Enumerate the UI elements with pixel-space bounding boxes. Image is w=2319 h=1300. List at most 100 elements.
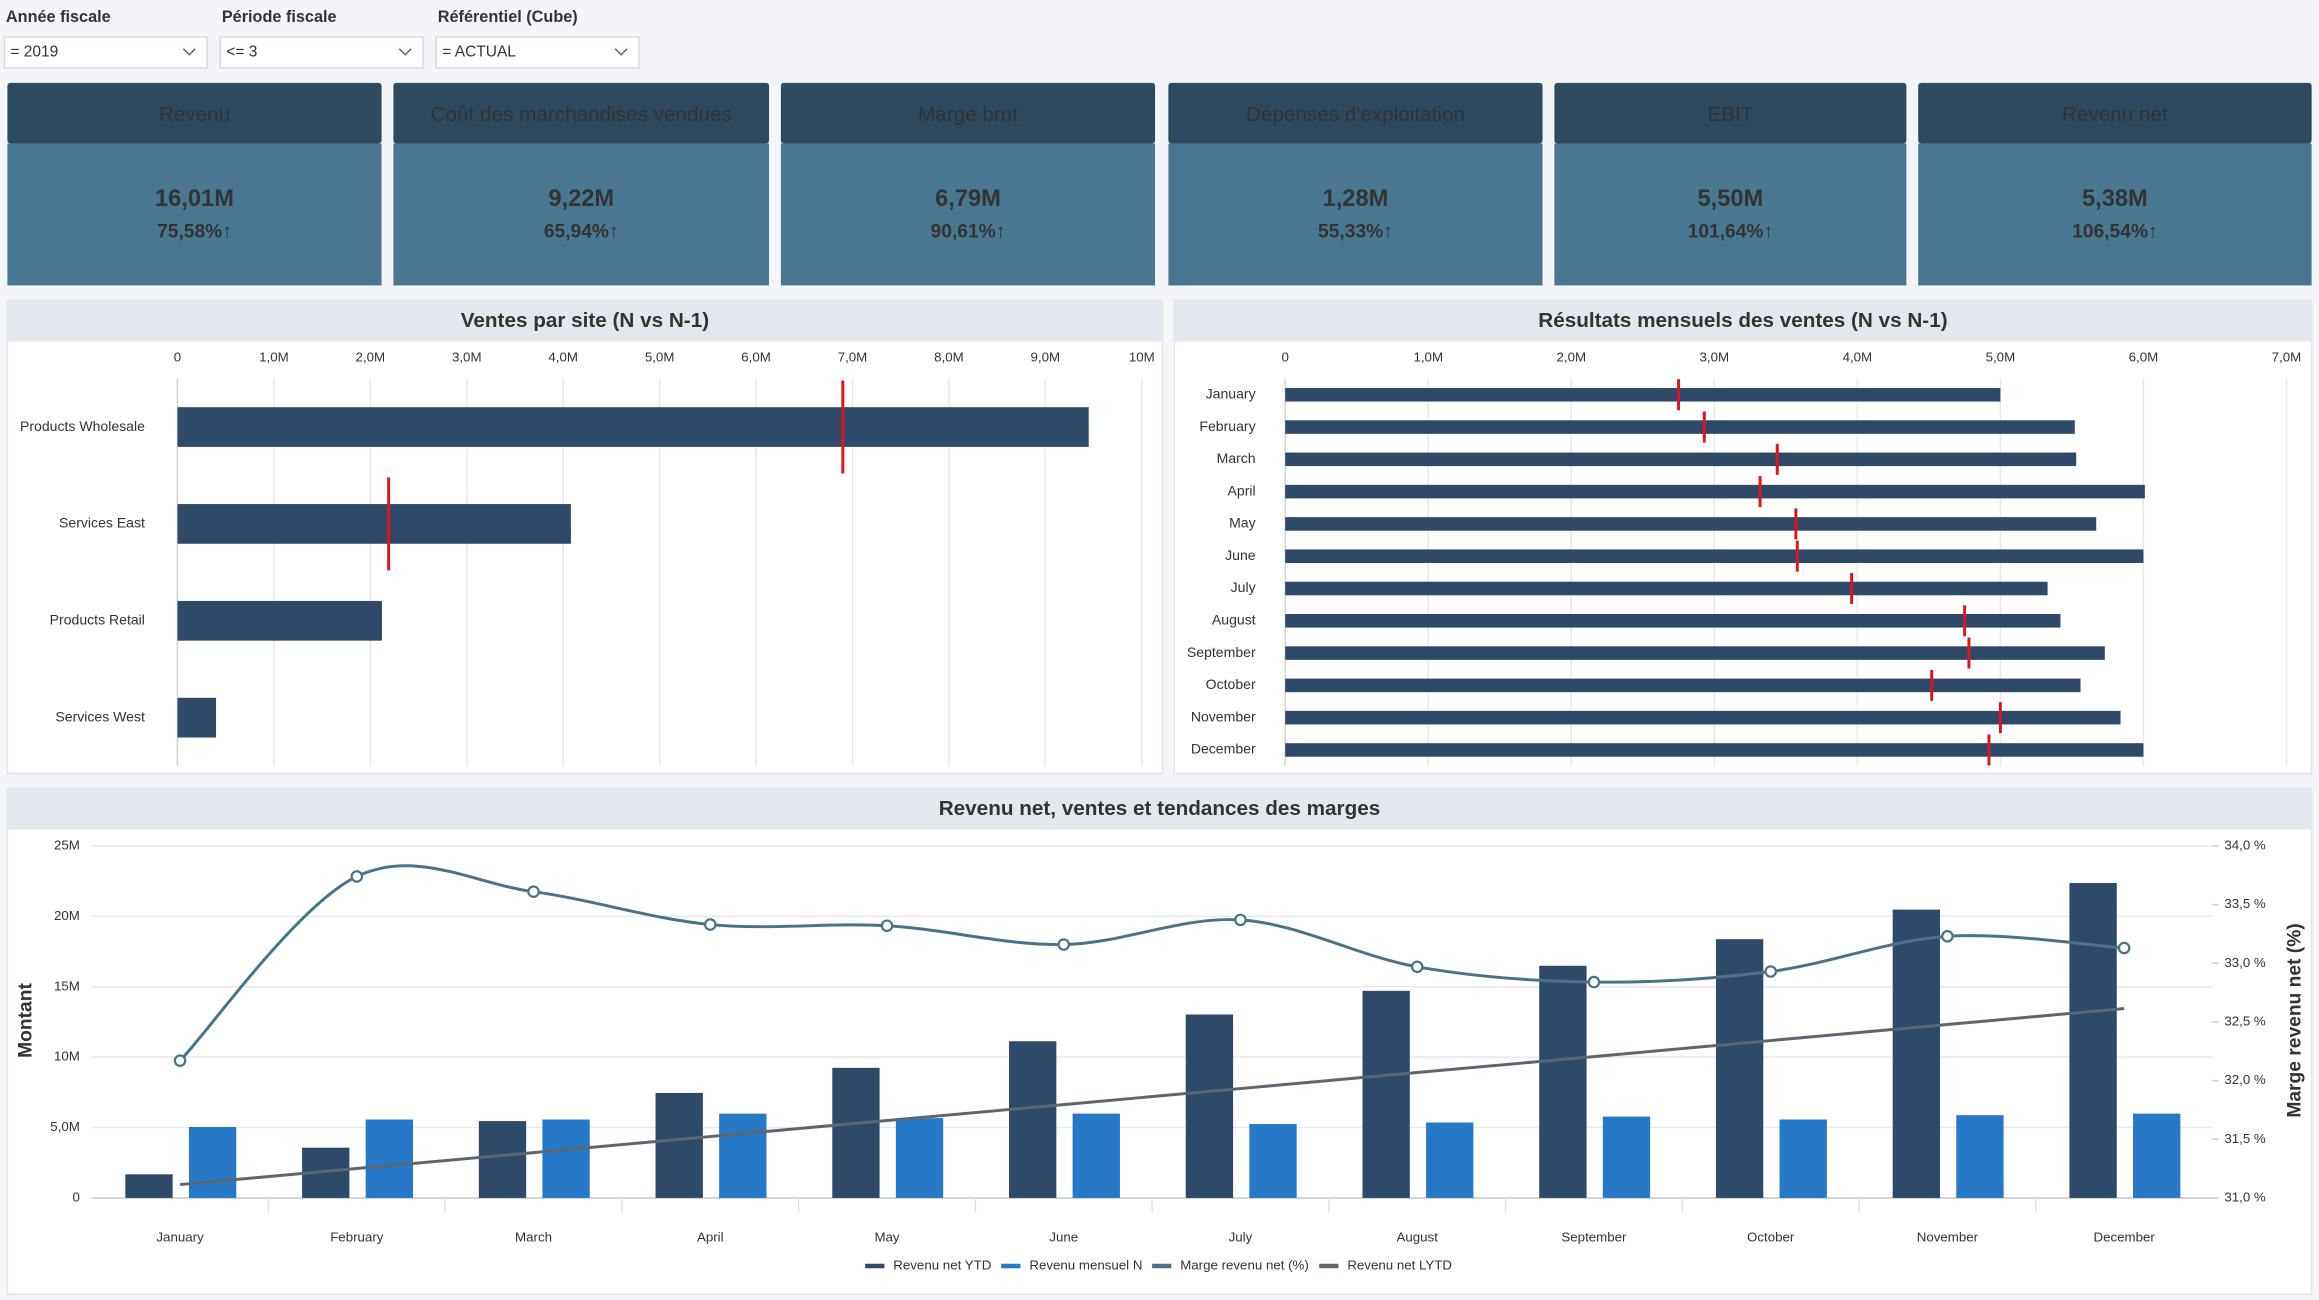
dropdown-box[interactable] <box>219 36 424 69</box>
chart-panel <box>6 787 2313 1295</box>
bar <box>1715 939 1764 1198</box>
kpi-title: Revenu <box>159 103 230 126</box>
filter-label: Période fiscale <box>222 8 337 26</box>
category-label: March <box>1217 450 1256 466</box>
bar <box>1285 710 2121 725</box>
filter-dropdown[interactable]: = 2019 <box>3 36 208 69</box>
bar <box>1285 420 2075 434</box>
bar <box>1426 1122 1474 1198</box>
line-point <box>1234 913 1247 927</box>
x-tick-label: 0 <box>174 349 181 364</box>
kpi-body <box>1554 143 1907 286</box>
bar <box>177 697 217 738</box>
kpi-body <box>393 143 770 286</box>
category-label: August <box>1212 612 1256 628</box>
kpi-title: Revenu net <box>2062 103 2168 126</box>
y-tick-label: 0 <box>72 1189 79 1204</box>
bar <box>719 1113 767 1198</box>
x-tick-label: 5,0M <box>1986 349 2016 364</box>
kpi-value: 1,28M <box>1323 186 1389 212</box>
y2-tick-label: 33,5 % <box>2224 896 2266 911</box>
bar <box>188 1126 237 1198</box>
kpi-title: Coût des marchandises vendues <box>431 103 732 126</box>
y2-tick-label: 33,0 % <box>2224 955 2266 970</box>
category-label: Services West <box>55 708 145 724</box>
x-tick-label: November <box>1917 1229 1979 1244</box>
bar <box>1249 1124 1297 1198</box>
line-point <box>350 870 364 883</box>
line-point <box>1941 930 1954 943</box>
legend-label: Revenu net LYTD <box>1347 1257 1452 1272</box>
y2-tick-label: 34,0 % <box>2224 837 2266 852</box>
x-tick-label: 7,0M <box>2272 349 2302 364</box>
category-label: July <box>1231 579 1256 595</box>
dropdown-chevron[interactable] <box>614 48 628 56</box>
bar <box>832 1067 880 1198</box>
dropdown-value[interactable]: = ACTUAL <box>442 44 516 61</box>
kpi-body <box>780 143 1156 286</box>
filter-dropdown[interactable]: <= 3 <box>219 36 424 69</box>
legend-label: Revenu mensuel N <box>1029 1257 1142 1272</box>
filter-label: Année fiscale <box>6 8 111 26</box>
y-tick-label: 20M <box>54 908 80 923</box>
category-label: Services East <box>59 515 145 531</box>
line-point <box>173 1054 187 1067</box>
chart-header <box>1174 300 2312 342</box>
category-label: February <box>1199 418 1255 434</box>
bar <box>125 1174 173 1198</box>
kpi-body <box>1168 143 1543 286</box>
kpi-header <box>1554 82 1907 144</box>
y-tick-label: 10M <box>54 1049 80 1064</box>
dropdown-box[interactable] <box>3 36 208 69</box>
kpi-body <box>7 143 382 286</box>
y-tick-label: 25M <box>54 837 80 852</box>
kpi-header <box>1918 82 2312 144</box>
x-tick-label: July <box>1229 1229 1253 1244</box>
x-tick-label: December <box>2093 1229 2155 1244</box>
bar <box>2069 882 2117 1198</box>
filter-dropdown[interactable]: = ACTUAL <box>435 36 640 69</box>
x-tick-label: 8,0M <box>934 349 964 364</box>
bar <box>895 1118 944 1198</box>
x-tick-label: 2,0M <box>356 349 386 364</box>
category-label: January <box>1206 385 1256 401</box>
dropdown-chevron[interactable] <box>182 48 196 56</box>
kpi-title: EBIT <box>1707 103 1753 126</box>
bar <box>1285 743 2144 757</box>
line <box>179 1007 2125 1187</box>
category-label: Products Retail <box>50 612 145 628</box>
y2-axis-title: Marge revenu net (%) <box>2284 923 2305 1117</box>
x-tick-label: October <box>1747 1229 1795 1244</box>
x-tick-label: 10M <box>1129 349 1155 364</box>
dropdown-value[interactable]: <= 3 <box>226 44 257 61</box>
filter-label: Référentiel (Cube) <box>438 8 578 26</box>
bar <box>365 1119 413 1198</box>
kpi-delta: 106,54%↑ <box>2072 221 2157 242</box>
dropdown-box[interactable] <box>435 36 640 69</box>
bar <box>1185 1014 1234 1198</box>
x-tick-label: February <box>330 1229 384 1244</box>
category-label: May <box>1229 515 1256 531</box>
x-tick-label: 1,0M <box>1413 349 1443 364</box>
line-point <box>703 918 717 931</box>
line <box>178 864 2125 1062</box>
chart-title: Résultats mensuels des ventes (N vs N-1) <box>1538 309 1947 332</box>
line-point <box>1057 938 1071 951</box>
dropdown-chevron[interactable] <box>398 48 412 56</box>
bar <box>1285 387 2001 402</box>
category-label: June <box>1225 547 1256 563</box>
line-point <box>2117 941 2131 955</box>
kpi-title: Dépenses d'exploitation <box>1246 103 1465 126</box>
bar <box>1285 549 2144 563</box>
x-tick-label: April <box>697 1229 724 1244</box>
kpi-header <box>393 82 770 144</box>
dropdown-value[interactable]: = 2019 <box>10 44 58 61</box>
kpi-value: 16,01M <box>155 186 234 212</box>
kpi-delta: 90,61%↑ <box>931 221 1006 242</box>
y2-tick-label: 31,5 % <box>2224 1131 2266 1146</box>
y-tick-label: 5,0M <box>50 1119 80 1134</box>
bar <box>177 504 571 544</box>
bar <box>1285 452 2077 467</box>
